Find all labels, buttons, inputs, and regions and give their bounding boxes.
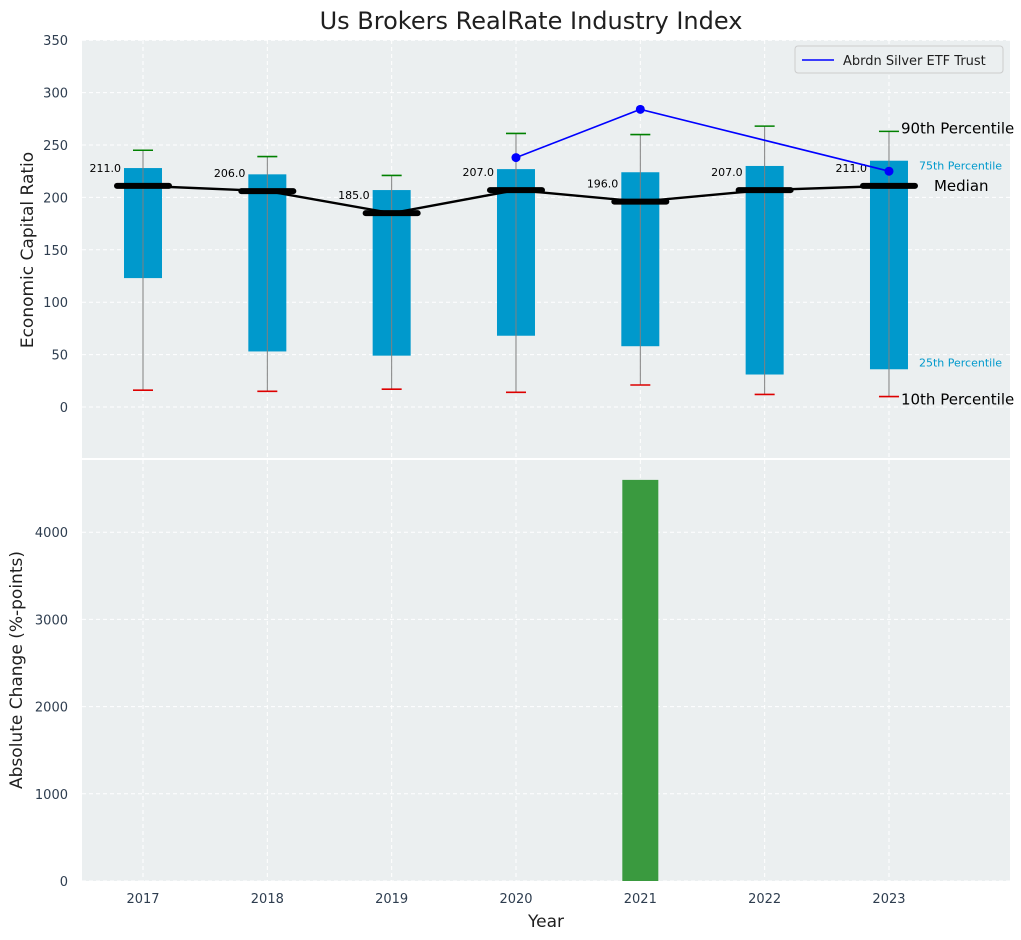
x-tick-label: 2022 <box>748 892 781 907</box>
bottom-y-tick-label: 3000 <box>35 613 68 628</box>
box-2020: 207.0 <box>462 132 545 394</box>
bottom-y-axis-title: Absolute Change (%-points) <box>7 551 27 789</box>
median-value-label: 207.0 <box>462 166 494 179</box>
annotation-p10: 10th Percentile <box>901 391 1014 409</box>
top-y-tick-label: 150 <box>43 244 68 259</box>
chart-title: Us Brokers RealRate Industry Index <box>320 7 743 35</box>
x-tick-label: 2019 <box>375 892 408 907</box>
top-y-axis-title: Economic Capital Ratio <box>18 152 38 348</box>
top-y-tick-label: 200 <box>43 191 68 206</box>
median-trend-line <box>142 184 890 215</box>
annotation-p90: 90th Percentile <box>901 119 1014 137</box>
annotation-p75: 75th Percentile <box>919 160 1002 173</box>
x-tick-label: 2017 <box>126 892 159 907</box>
top-y-tick-label: 250 <box>43 139 68 154</box>
bottom-y-ticks: 0 1000 2000 3000 4000 <box>35 526 68 890</box>
bottom-y-tick-label: 0 <box>60 875 68 890</box>
x-tick-label: 2020 <box>499 892 532 907</box>
top-y-tick-label: 300 <box>43 87 68 102</box>
bar-2021 <box>622 479 659 881</box>
median-value-label: 196.0 <box>587 178 619 191</box>
series-lines <box>511 104 894 176</box>
x-ticks: 2017 2018 2019 2020 2021 2022 2023 <box>126 892 905 907</box>
series-point <box>635 104 645 114</box>
box-2019: 185.0 <box>338 174 421 390</box>
legend: Abrdn Silver ETF Trust <box>794 45 1004 74</box>
series-point <box>884 166 894 176</box>
top-grid <box>82 39 1010 458</box>
median-trend <box>142 184 890 215</box>
bottom-plot-area <box>82 460 1010 881</box>
bottom-y-tick-label: 1000 <box>35 788 68 803</box>
median-value-label: 185.0 <box>338 189 370 202</box>
legend-label: Abrdn Silver ETF Trust <box>843 54 986 69</box>
median-value-label: 206.0 <box>214 167 246 180</box>
top-y-tick-label: 50 <box>51 349 68 364</box>
top-panel: 0 50 100 150 200 250 300 350 211.0 206.0 185.0 207… <box>18 7 1014 458</box>
x-tick-label: 2021 <box>624 892 657 907</box>
legend-box <box>794 45 1004 74</box>
top-plot-area <box>82 40 1010 458</box>
top-y-ticks: 0 50 100 150 200 250 300 350 <box>43 34 68 416</box>
bottom-y-tick-label: 4000 <box>35 526 68 541</box>
top-y-tick-label: 350 <box>43 34 68 49</box>
percentile-annotations: 90th Percentile 75th Percentile Median 25th… <box>901 119 1014 408</box>
median-value-label: 211.0 <box>90 162 122 175</box>
series-point <box>511 153 521 163</box>
change-bars <box>622 479 659 881</box>
top-y-tick-label: 100 <box>43 296 68 311</box>
x-tick-label: 2018 <box>251 892 284 907</box>
x-axis-title: Year <box>527 912 564 932</box>
median-value-label: 211.0 <box>835 162 867 175</box>
annotation-median: Median <box>934 177 989 195</box>
bottom-y-tick-label: 2000 <box>35 701 68 716</box>
x-tick-label: 2023 <box>872 892 905 907</box>
box-2023: 211.0 <box>835 130 918 398</box>
annotation-p25: 25th Percentile <box>919 356 1002 369</box>
top-y-tick-label: 0 <box>60 401 68 416</box>
median-value-label: 207.0 <box>711 166 743 179</box>
